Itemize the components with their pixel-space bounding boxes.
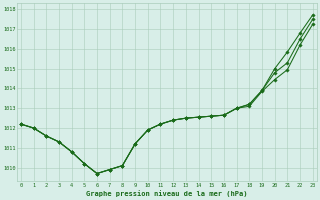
X-axis label: Graphe pression niveau de la mer (hPa): Graphe pression niveau de la mer (hPa): [86, 190, 248, 197]
